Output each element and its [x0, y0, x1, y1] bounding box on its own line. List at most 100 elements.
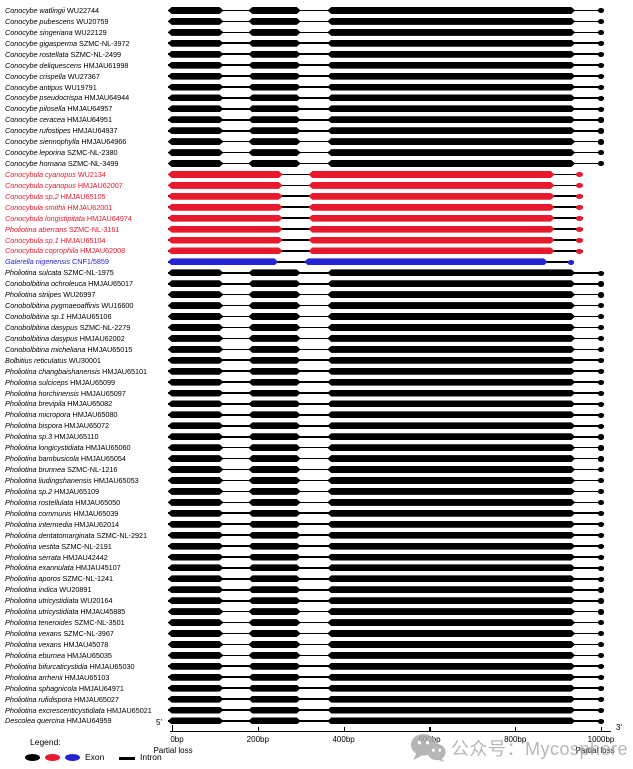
species-name: Pholiotina sulcata — [5, 268, 62, 278]
gene-row: Conocybe gigasperma SZMC-NL-3972 — [0, 38, 633, 49]
exon-segment — [308, 193, 554, 200]
strain-code: HMJAU65099 — [68, 377, 115, 387]
species-name: Pholiotina sulciceps — [5, 377, 69, 387]
gene-row: Descolea quercina HMJAU64959 — [0, 715, 633, 726]
gene-row: Conocybe leporina SZMC-NL-2380 — [0, 147, 633, 158]
axis-tick — [172, 725, 174, 731]
terminal-exon-dot — [597, 368, 605, 375]
species-label: Pholiotina sp.3 HMJAU65110 — [5, 431, 99, 442]
strain-code: HMJAU65072 — [62, 421, 110, 431]
exon-segment — [327, 280, 575, 287]
gene-row: Conobolbitina micheliana HMJAU65015 — [0, 344, 633, 355]
species-name: Pholiotina serrata — [5, 552, 61, 562]
gene-row: Galerella nigeriensis CNF1/5859 — [0, 256, 633, 267]
species-name: Conocybe gigasperma — [5, 38, 78, 48]
species-name: Pholiotina communis — [5, 508, 72, 518]
gene-row: Pholiotina bifurcaticystidia HMJAU65030 — [0, 661, 633, 672]
exon-segment — [168, 466, 224, 473]
exon-segment — [327, 510, 575, 517]
gene-row: Conocybula longistipitata HMJAU64974 — [0, 213, 633, 224]
species-label: Pholiotina excrescenticystidiata HMJAU65… — [5, 705, 152, 716]
exon-segment — [327, 62, 575, 69]
species-label: Conocybe deliquescens HMJAU61998 — [5, 60, 128, 71]
species-name: Pholiotina utricystidiata — [5, 596, 79, 606]
gene-row: Pholiotina brevipila HMJAU65082 — [0, 398, 633, 409]
species-label: Pholiotina vexans SZMC-NL-3967 — [5, 628, 114, 639]
exon-segment — [168, 127, 224, 134]
exon-segment — [168, 84, 224, 91]
terminal-exon-dot — [597, 554, 605, 560]
species-name: Conocybe singeriana — [5, 27, 73, 37]
species-name: Conobolbitina ochroleuca — [5, 279, 87, 289]
strain-code: SZMC-NL-3972 — [77, 38, 130, 48]
gene-row: Conocybula sp.1 HMJAU65104 — [0, 235, 633, 246]
exon-segment — [168, 532, 224, 539]
exon-segment — [168, 674, 224, 681]
exon-segment — [248, 138, 300, 145]
exon-segment — [168, 29, 224, 36]
strain-code: SZMC-NL-1241 — [60, 574, 114, 584]
species-label: Pholiotina vestita SZMC-NL-2191 — [5, 541, 112, 552]
exon-segment — [248, 422, 300, 429]
species-label: Pholiotina striipes WU26997 — [5, 289, 95, 300]
gene-row: Pholiotina horchinensis HMJAU65097 — [0, 388, 633, 399]
terminal-exon-dot — [597, 543, 605, 549]
exon-segment — [327, 368, 575, 375]
axis-tick — [601, 727, 603, 731]
exon-segment — [248, 641, 300, 648]
strain-code: HMJAU65017 — [86, 279, 134, 289]
species-name: Pholiotina rufidispora — [5, 694, 73, 704]
exon-segment — [248, 717, 300, 724]
gene-row: Conocybe crispella WU27367 — [0, 71, 633, 82]
gene-row: Pholiotina bispora HMJAU65072 — [0, 420, 633, 431]
species-name: Conocybe pubescens — [5, 16, 75, 26]
terminal-exon-dot — [597, 51, 605, 58]
exon-segment — [168, 575, 224, 582]
terminal-exon-dot — [597, 510, 605, 517]
exon-segment — [168, 94, 224, 101]
gene-row: Conocybe deliquescens HMJAU61998 — [0, 60, 633, 71]
species-label: Pholiotina horchinensis HMJAU65097 — [5, 388, 126, 399]
axis-tick-label: 1000bp — [587, 735, 615, 744]
exon-segment — [308, 237, 554, 244]
exon-segment — [327, 521, 575, 528]
species-label: Conocybe leporina SZMC-NL-2380 — [5, 147, 118, 158]
species-label: Conocybula longistipitata HMJAU64974 — [5, 213, 132, 224]
exon-segment — [248, 466, 300, 473]
exon-segment — [248, 29, 300, 36]
species-label: Conocybe gigasperma SZMC-NL-3972 — [5, 38, 130, 49]
exon-segment — [248, 674, 300, 681]
terminal-exon-dot — [597, 685, 605, 692]
terminal-exon-dot — [597, 412, 605, 418]
species-label: Pholiotina intermedia HMJAU62014 — [5, 519, 119, 530]
exon-segment — [248, 160, 300, 167]
terminal-exon-dot — [597, 707, 605, 713]
strain-code: HMJAU62007 — [75, 180, 123, 190]
axis-tick — [257, 727, 259, 731]
gene-row: Conobolbitina sp.1 HMJAU65106 — [0, 311, 633, 322]
exon-segment — [248, 663, 300, 670]
exon-segment — [248, 324, 300, 331]
species-label: Conocybe watlingii WU22744 — [5, 5, 99, 16]
terminal-exon-dot — [597, 478, 605, 484]
exon-segment — [168, 597, 224, 604]
gene-row: Pholiotina brunnea SZMC-NL-1216 — [0, 464, 633, 475]
species-label: Conobolbitina micheliana HMJAU65015 — [5, 344, 132, 355]
terminal-exon-dot — [597, 117, 605, 123]
terminal-exon-dot — [597, 696, 605, 702]
species-label: Conocybe siennophylla HMJAU64966 — [5, 136, 126, 147]
exon-segment — [248, 335, 300, 342]
terminal-exon-dot — [576, 183, 583, 189]
terminal-exon-dot — [597, 303, 605, 309]
strain-code: WU2134 — [75, 169, 106, 179]
exon-segment — [327, 149, 575, 156]
species-name: Conocybe siennophylla — [5, 137, 80, 147]
species-name: Pholiotina sphagnicola — [5, 683, 77, 693]
exon-segment — [168, 499, 224, 506]
exon-segment — [248, 379, 300, 386]
exon-segment — [168, 73, 224, 80]
species-name: Pholiotina sp.2 — [5, 486, 53, 496]
exon-segment — [168, 269, 224, 276]
species-label: Pholiotina vexans HMJAU45078 — [5, 639, 108, 650]
exon-segment — [327, 455, 575, 462]
